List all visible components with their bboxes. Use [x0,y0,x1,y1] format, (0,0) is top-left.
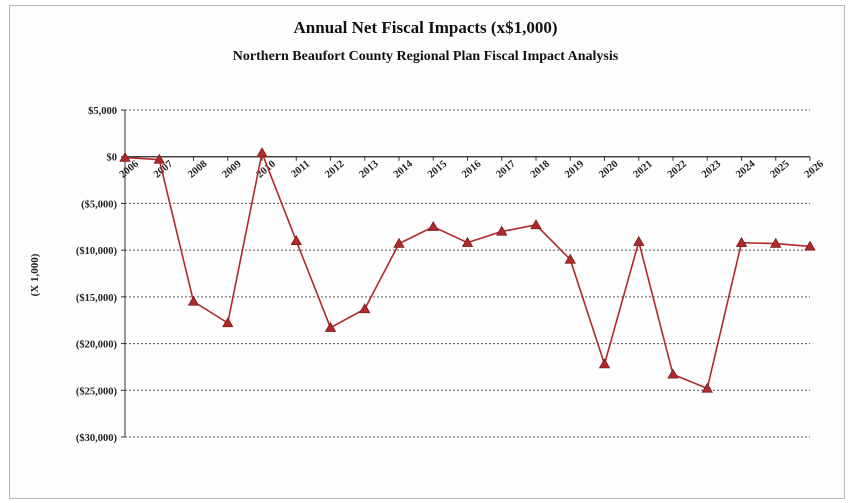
data-point [187,295,200,306]
data-point [359,303,371,314]
data-point [324,321,337,332]
x-tick-label: 2023 [700,159,723,181]
x-tick-label: 2021 [632,159,655,181]
x-tick-label: 2017 [495,159,518,181]
y-tick-label: $0 [107,153,118,164]
data-point [496,225,508,236]
data-point [153,153,165,164]
y-axis-label: (X 1,000) [29,253,41,296]
x-tick-label: 2018 [529,159,552,181]
data-point [735,236,748,247]
x-tick-labels: 2006 2007 2008 2009 2010 2011 2012 2013 2014 2015… [118,158,826,180]
y-tick-label: ($15,000) [76,293,118,304]
data-point [633,235,645,246]
x-tick-label: 2014 [392,158,416,180]
x-tick-label: 2022 [666,159,689,181]
data-point [598,358,611,369]
y-tick-label: ($20,000) [76,340,118,351]
axes [121,109,811,438]
data-point [290,234,302,245]
x-tick-label: 2006 [118,159,141,181]
y-tick-label: $5,000 [88,106,117,117]
x-tick-label: 2015 [426,159,449,181]
data-point [427,220,439,231]
y-tick-label: ($25,000) [76,386,118,397]
x-tick-label: 2026 [803,159,826,181]
data-point [530,219,542,230]
x-tick-label: 2016 [460,159,483,181]
x-tick-label: 2011 [289,159,312,181]
x-tick-label: 2013 [358,159,381,181]
data-point [770,237,782,248]
data-point [804,240,816,251]
x-tick-label: 2020 [597,159,620,181]
data-point [701,382,713,393]
x-tick-label: 2008 [186,159,209,181]
x-tick-label: 2024 [734,158,758,180]
chart-subtitle: Northern Beaufort County Regional Plan F… [232,49,619,64]
chart-frame [9,5,845,499]
y-tick-label: ($5,000) [81,199,117,210]
x-tick-label: 2012 [323,159,346,181]
data-point [222,317,234,328]
data-point [393,237,405,248]
data-point [461,236,474,247]
chart-title: Annual Net Fiscal Impacts (x$1,000) [293,18,558,37]
x-tick-label: 2019 [563,159,586,181]
x-tick-label: 2009 [221,159,244,181]
data-point [564,253,576,264]
y-tick-label: ($30,000) [76,433,118,444]
y-tick-label: ($10,000) [76,246,118,257]
data-point [256,147,268,158]
y-tick-labels: $5,000 $0 ($5,000) ($10,000) ($15,000) ($20,0… [76,106,118,444]
series-line [124,150,811,390]
data-point [119,151,131,162]
series-layer [119,147,816,393]
data-point [667,368,679,379]
x-tick-label: 2025 [769,159,792,181]
